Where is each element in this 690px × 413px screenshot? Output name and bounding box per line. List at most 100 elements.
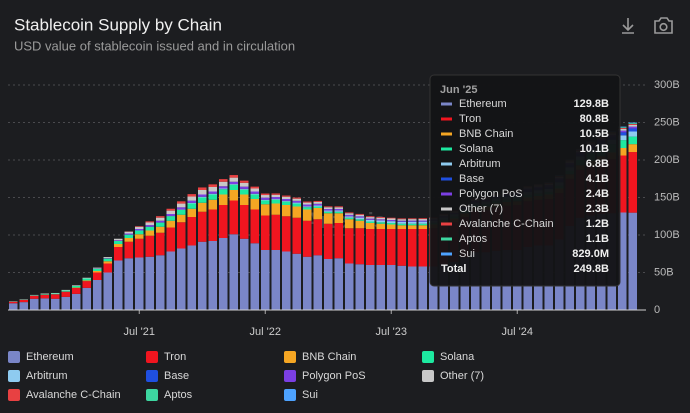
bar-segment xyxy=(61,290,70,292)
tooltip-value: 129.8B xyxy=(574,98,610,110)
bar-segment xyxy=(240,194,249,205)
x-tick-label: Jul '22 xyxy=(250,326,281,338)
bar-segment xyxy=(187,245,196,310)
bar-segment xyxy=(418,219,427,221)
tooltip-name: Aptos xyxy=(459,233,488,245)
bar-segment xyxy=(313,201,322,204)
tooltip-value: 4.1B xyxy=(586,173,609,185)
bar-segment xyxy=(124,231,133,234)
legend-label: Aptos xyxy=(164,389,193,401)
bar-segment xyxy=(261,200,270,205)
legend-swatch xyxy=(146,370,158,382)
bar-segment xyxy=(229,200,238,235)
bar-segment xyxy=(219,205,228,238)
bar-segment xyxy=(198,194,207,197)
bar-segment xyxy=(282,251,291,310)
bar-segment xyxy=(187,196,196,201)
bar-segment xyxy=(313,200,322,202)
download-icon[interactable] xyxy=(622,18,634,34)
bar-segment xyxy=(397,265,406,310)
legend-swatch xyxy=(422,370,434,382)
bar-segment xyxy=(345,213,354,215)
bar-segment xyxy=(240,189,249,195)
bar-segment xyxy=(229,177,238,182)
bar-segment xyxy=(124,258,133,310)
bar-segment xyxy=(408,225,417,229)
tooltip-name: Base xyxy=(459,173,484,185)
tooltip-value: 2.4B xyxy=(586,188,609,200)
bar-segment xyxy=(355,219,364,221)
bar-segment xyxy=(271,203,280,215)
bar-segment xyxy=(114,238,123,241)
camera-icon[interactable] xyxy=(654,17,673,34)
bar-segment xyxy=(198,211,207,242)
bar-segment xyxy=(240,180,249,183)
bar-segment xyxy=(376,217,385,220)
bar-segment xyxy=(271,250,280,310)
bar-segment xyxy=(355,220,364,229)
bar-segment xyxy=(628,131,637,137)
bar-segment xyxy=(198,197,207,203)
bar-segment xyxy=(628,122,637,124)
bar-segment xyxy=(114,244,123,247)
legend-swatch xyxy=(8,370,20,382)
bar-segment xyxy=(345,214,354,217)
bar-segment xyxy=(187,217,196,246)
bar-segment xyxy=(51,294,60,299)
bar-segment xyxy=(261,199,270,201)
bar-segment xyxy=(334,211,343,214)
bar-segment xyxy=(240,205,249,239)
bar-segment xyxy=(198,202,207,212)
tooltip-value: 829.0M xyxy=(572,248,609,260)
bar-segment xyxy=(250,194,259,199)
bar-segment xyxy=(282,199,291,201)
bar-segment xyxy=(292,198,301,201)
bar-segment xyxy=(240,188,249,190)
bar-segment xyxy=(72,293,81,310)
bar-segment xyxy=(51,298,60,310)
bar-segment xyxy=(334,223,343,259)
bar-segment xyxy=(271,194,280,198)
legend-label: Base xyxy=(164,370,189,382)
bar-segment xyxy=(208,194,217,200)
bar-segment xyxy=(187,194,196,197)
bar-segment xyxy=(303,206,312,208)
bar-segment xyxy=(198,187,207,190)
bar-segment xyxy=(355,214,364,217)
bar-segment xyxy=(408,229,417,267)
legend-swatch xyxy=(146,389,158,401)
x-tick-label: Jul '21 xyxy=(124,326,155,338)
bar-segment xyxy=(198,196,207,198)
bar-segment xyxy=(19,302,28,310)
bar-segment xyxy=(240,186,249,189)
bar-segment xyxy=(166,220,175,228)
tooltip-name: Arbitrum xyxy=(459,158,501,170)
bar-segment xyxy=(219,188,228,190)
bar-segment xyxy=(271,197,280,199)
bar-segment xyxy=(208,241,217,310)
bar-segment xyxy=(376,265,385,310)
bar-segment xyxy=(135,257,144,310)
legend-label: BNB Chain xyxy=(302,351,356,363)
bar-segment xyxy=(156,217,165,221)
bar-segment xyxy=(628,124,637,125)
legend-label: Other (7) xyxy=(440,370,484,382)
bar-segment xyxy=(303,256,312,310)
bar-segment xyxy=(618,148,627,156)
bar-segment xyxy=(303,207,312,210)
bar-segment xyxy=(166,216,175,221)
bar-segment xyxy=(418,221,427,224)
bar-segment xyxy=(324,207,333,210)
legend-label: Polygon PoS xyxy=(302,370,366,382)
bar-segment xyxy=(103,258,112,262)
bar-segment xyxy=(93,267,102,269)
bar-segment xyxy=(376,229,385,265)
bar-segment xyxy=(429,266,438,310)
bar-segment xyxy=(93,272,102,280)
y-tick-label: 50B xyxy=(654,266,674,278)
bar-segment xyxy=(366,219,375,222)
bar-segment xyxy=(334,207,343,209)
bar-segment xyxy=(103,272,112,310)
bar-segment xyxy=(334,206,343,208)
bar-segment xyxy=(303,204,312,207)
